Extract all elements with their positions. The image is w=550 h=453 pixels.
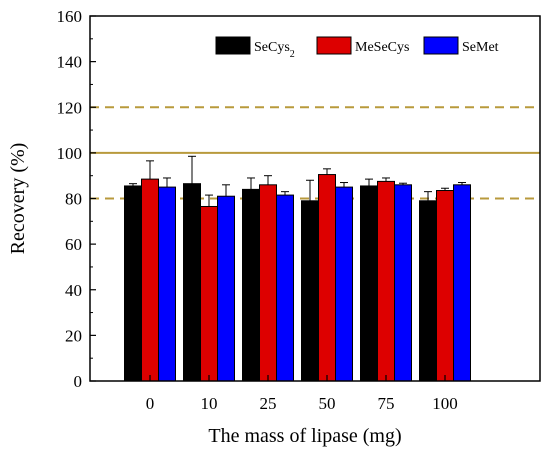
bar-mesecys-50 — [318, 174, 336, 382]
x-axis-title: The mass of lipase (mg) — [208, 425, 401, 447]
x-tick-label-100: 100 — [432, 394, 458, 413]
y-tick-label-80: 80 — [65, 190, 82, 209]
y-tick-label-40: 40 — [65, 281, 82, 300]
bar-semet-100 — [453, 184, 471, 382]
x-tick-label-75: 75 — [378, 394, 395, 413]
x-tick-label-10: 10 — [201, 394, 218, 413]
y-axis-title: Recovery (%) — [7, 143, 29, 255]
legend-label-mesecys: MeSeCys — [355, 40, 409, 55]
bar-semet-25 — [276, 194, 294, 382]
legend: SeCys2 MeSeCys SeMet — [215, 36, 499, 60]
bar-secys-10 — [183, 183, 201, 382]
y-tick-label-160: 160 — [57, 7, 83, 26]
y-tick-label-60: 60 — [65, 235, 82, 254]
bar-mesecys-100 — [436, 190, 454, 382]
axes: 0 20 40 60 80 100 120 140 160 0 10 25 50 75 100 — [57, 7, 541, 413]
legend-label-semet: SeMet — [462, 40, 499, 55]
bar-secys-75 — [360, 185, 378, 382]
bar-secys-50 — [301, 200, 319, 382]
legend-swatch-semet — [423, 36, 459, 55]
y-tick-label-100: 100 — [57, 144, 83, 163]
y-tick-label-140: 140 — [57, 53, 83, 72]
x-tick-label-25: 25 — [260, 394, 277, 413]
y-tick-label-0: 0 — [74, 372, 83, 391]
bar-semet-0 — [158, 186, 176, 382]
bar-secys-0 — [124, 185, 142, 382]
legend-swatch-mesecys — [316, 36, 352, 55]
bar-mesecys-75 — [377, 180, 395, 382]
bar-mesecys-0 — [141, 178, 159, 382]
bar-semet-75 — [394, 184, 412, 382]
bars — [124, 155, 471, 382]
x-tick-label-50: 50 — [319, 394, 336, 413]
y-tick-label-120: 120 — [57, 98, 83, 117]
bar-secys-100 — [419, 200, 437, 382]
bar-semet-10 — [217, 195, 235, 382]
bar-mesecys-25 — [259, 184, 277, 382]
y-tick-label-20: 20 — [65, 326, 82, 345]
bar-mesecys-10 — [200, 205, 218, 382]
bar-semet-50 — [335, 186, 353, 382]
x-tick-label-0: 0 — [146, 394, 155, 413]
bar-secys-25 — [242, 188, 260, 382]
legend-swatch-secys — [215, 36, 251, 55]
legend-label-secys: SeCys2 — [254, 40, 295, 60]
